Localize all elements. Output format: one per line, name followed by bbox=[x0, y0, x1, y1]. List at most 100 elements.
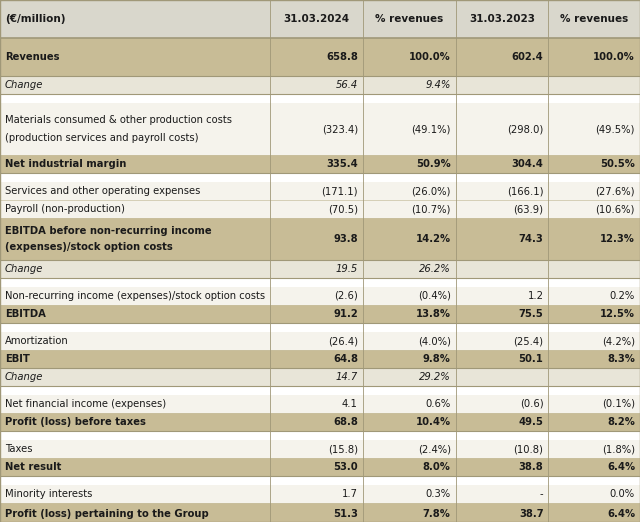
Text: 9.4%: 9.4% bbox=[426, 80, 451, 90]
Text: 4.1: 4.1 bbox=[342, 399, 358, 409]
Text: 31.03.2024: 31.03.2024 bbox=[284, 14, 349, 24]
Bar bbox=[363, 182, 456, 200]
Bar bbox=[456, 38, 548, 76]
Bar bbox=[548, 413, 640, 431]
Bar bbox=[456, 305, 548, 323]
Bar bbox=[456, 287, 548, 305]
Bar bbox=[0, 368, 270, 386]
Text: Materials consumed & other production costs: Materials consumed & other production co… bbox=[5, 115, 232, 125]
Text: 38.8: 38.8 bbox=[519, 462, 543, 472]
Text: 0.3%: 0.3% bbox=[426, 489, 451, 499]
Text: (10.8): (10.8) bbox=[514, 444, 543, 454]
Bar bbox=[0, 76, 270, 94]
Bar bbox=[548, 173, 640, 182]
Bar bbox=[363, 485, 456, 503]
Bar bbox=[548, 350, 640, 368]
Bar bbox=[270, 76, 363, 94]
Text: 304.4: 304.4 bbox=[511, 159, 543, 169]
Bar bbox=[270, 485, 363, 503]
Bar bbox=[363, 173, 456, 182]
Bar bbox=[363, 440, 456, 458]
Bar bbox=[456, 323, 548, 332]
Text: 14.7: 14.7 bbox=[335, 372, 358, 382]
Bar bbox=[456, 413, 548, 431]
Text: Amortization: Amortization bbox=[5, 336, 68, 346]
Text: 29.2%: 29.2% bbox=[419, 372, 451, 382]
Bar bbox=[456, 458, 548, 476]
Bar bbox=[270, 218, 363, 260]
Bar bbox=[270, 278, 363, 287]
Text: (production services and payroll costs): (production services and payroll costs) bbox=[5, 133, 198, 144]
Bar bbox=[363, 200, 456, 218]
Bar bbox=[548, 218, 640, 260]
Text: (2.6): (2.6) bbox=[334, 291, 358, 301]
Bar bbox=[0, 218, 270, 260]
Bar bbox=[456, 155, 548, 173]
Text: (4.0%): (4.0%) bbox=[418, 336, 451, 346]
Text: (1.8%): (1.8%) bbox=[602, 444, 635, 454]
Bar bbox=[548, 368, 640, 386]
Text: 91.2: 91.2 bbox=[333, 309, 358, 319]
Bar bbox=[548, 431, 640, 440]
Text: 31.03.2023: 31.03.2023 bbox=[469, 14, 535, 24]
Text: 1.7: 1.7 bbox=[342, 489, 358, 499]
Bar bbox=[270, 94, 363, 103]
Bar bbox=[548, 76, 640, 94]
Bar bbox=[456, 332, 548, 350]
Bar bbox=[456, 278, 548, 287]
Bar bbox=[456, 350, 548, 368]
Bar bbox=[0, 182, 270, 200]
Bar bbox=[270, 431, 363, 440]
Text: 0.2%: 0.2% bbox=[610, 291, 635, 301]
Bar bbox=[363, 503, 456, 522]
Bar bbox=[0, 278, 270, 287]
Text: 8.3%: 8.3% bbox=[607, 354, 635, 364]
Text: Payroll (non-production): Payroll (non-production) bbox=[5, 204, 125, 214]
Text: 68.8: 68.8 bbox=[333, 417, 358, 427]
Bar bbox=[270, 440, 363, 458]
Bar bbox=[0, 386, 270, 395]
Bar bbox=[363, 76, 456, 94]
Bar bbox=[0, 323, 270, 332]
Bar bbox=[0, 395, 270, 413]
Bar bbox=[270, 323, 363, 332]
Bar bbox=[363, 332, 456, 350]
Bar bbox=[270, 173, 363, 182]
Text: Profit (loss) pertaining to the Group: Profit (loss) pertaining to the Group bbox=[5, 509, 209, 519]
Bar bbox=[363, 458, 456, 476]
Text: (10.6%): (10.6%) bbox=[596, 204, 635, 214]
Bar bbox=[270, 413, 363, 431]
Bar bbox=[0, 332, 270, 350]
Text: (63.9): (63.9) bbox=[513, 204, 543, 214]
Text: 50.1: 50.1 bbox=[518, 354, 543, 364]
Text: Change: Change bbox=[5, 372, 44, 382]
Bar bbox=[0, 287, 270, 305]
Bar bbox=[456, 76, 548, 94]
Bar bbox=[456, 386, 548, 395]
Bar bbox=[456, 431, 548, 440]
Text: (0.6): (0.6) bbox=[520, 399, 543, 409]
Text: Net financial income (expenses): Net financial income (expenses) bbox=[5, 399, 166, 409]
Bar bbox=[456, 182, 548, 200]
Bar bbox=[270, 287, 363, 305]
Bar bbox=[270, 503, 363, 522]
Bar bbox=[0, 440, 270, 458]
Text: (70.5): (70.5) bbox=[328, 204, 358, 214]
Text: (26.4): (26.4) bbox=[328, 336, 358, 346]
Text: 100.0%: 100.0% bbox=[409, 52, 451, 62]
Text: 1.2: 1.2 bbox=[527, 291, 543, 301]
Bar bbox=[270, 0, 363, 38]
Text: 53.0: 53.0 bbox=[333, 462, 358, 472]
Bar bbox=[270, 332, 363, 350]
Bar bbox=[270, 395, 363, 413]
Bar bbox=[0, 155, 270, 173]
Text: 56.4: 56.4 bbox=[335, 80, 358, 90]
Text: 50.9%: 50.9% bbox=[416, 159, 451, 169]
Text: (25.4): (25.4) bbox=[513, 336, 543, 346]
Bar bbox=[363, 260, 456, 278]
Text: 8.2%: 8.2% bbox=[607, 417, 635, 427]
Text: Services and other operating expenses: Services and other operating expenses bbox=[5, 186, 200, 196]
Bar bbox=[548, 182, 640, 200]
Bar bbox=[548, 287, 640, 305]
Bar bbox=[548, 323, 640, 332]
